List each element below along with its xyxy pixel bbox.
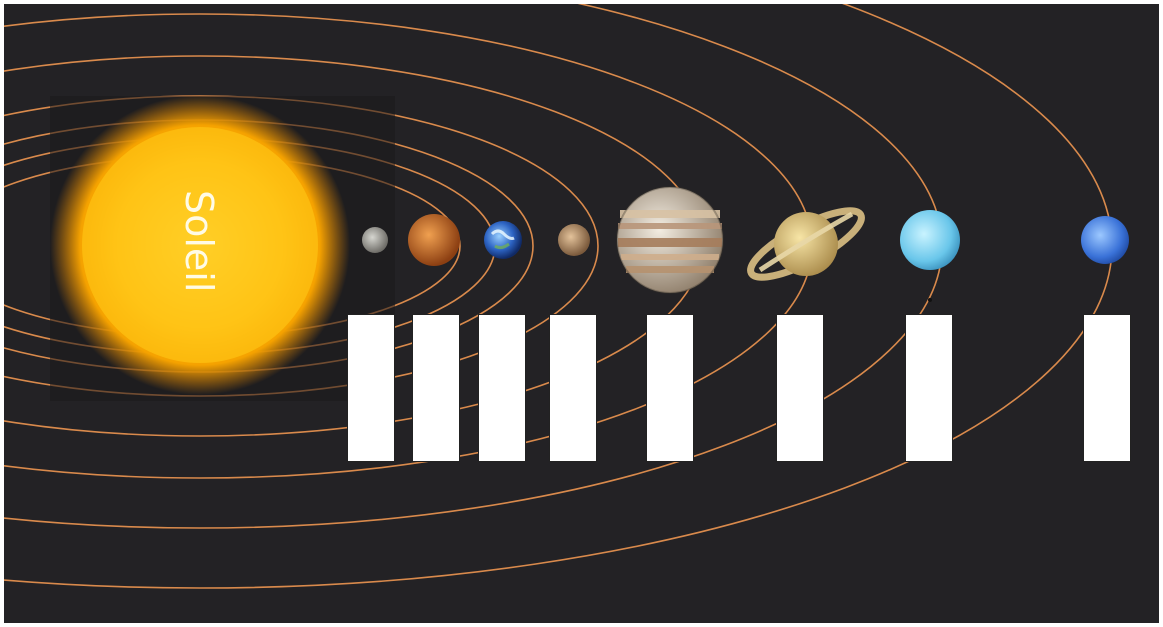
planets xyxy=(362,186,1129,294)
label-box-saturn[interactable] xyxy=(776,314,824,462)
mars-icon xyxy=(558,224,590,256)
label-box-neptune[interactable] xyxy=(1083,314,1131,462)
label-box-earth[interactable] xyxy=(478,314,526,462)
venus-icon xyxy=(408,214,460,266)
label-box-jupiter[interactable] xyxy=(646,314,694,462)
label-box-venus[interactable] xyxy=(412,314,460,462)
mercury-icon xyxy=(362,227,388,253)
label-box-mercury[interactable] xyxy=(347,314,395,462)
uranus-icon xyxy=(900,210,960,270)
saturn-icon xyxy=(747,207,865,281)
neptune-icon xyxy=(1081,216,1129,264)
label-box-uranus[interactable] xyxy=(905,314,953,462)
sun-core xyxy=(82,127,318,363)
small-dot-marker xyxy=(928,298,932,302)
jupiter-icon xyxy=(616,186,724,294)
earth-icon xyxy=(484,221,522,259)
sun-label: Soleil xyxy=(177,190,221,292)
label-box-mars[interactable] xyxy=(549,314,597,462)
